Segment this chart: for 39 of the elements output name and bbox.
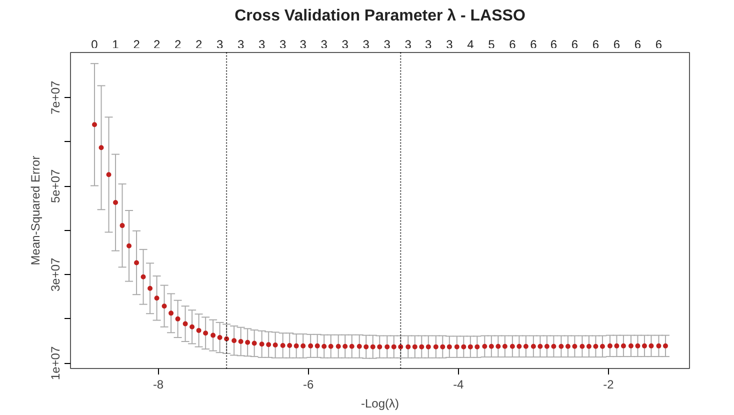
x-tick-label: -6 [303, 378, 314, 392]
chart-title: Cross Validation Parameter λ - LASSO [234, 8, 526, 24]
text: 6 [509, 37, 516, 52]
text: 2 [174, 37, 182, 52]
text: 6 [613, 37, 620, 52]
text: 3 [258, 37, 266, 52]
y-tick-label: 1e+07 [48, 346, 62, 380]
text: 6 [655, 37, 662, 52]
text: 5 [488, 37, 496, 52]
text: 2 [153, 37, 160, 52]
text: 3 [362, 37, 370, 52]
text: 3 [384, 37, 391, 52]
text: 1 [112, 37, 120, 52]
y-axis-title: Mean-Squared Error [28, 156, 42, 266]
text: 3 [446, 37, 454, 52]
text: 6 [550, 37, 558, 52]
text: 6 [571, 37, 578, 52]
text: 3 [342, 37, 349, 52]
x-tick-label: -8 [152, 378, 164, 392]
text: 3 [237, 37, 244, 52]
y-tick-label: 3e+07 [48, 257, 62, 292]
text: 3 [320, 37, 328, 52]
text: 0 [91, 37, 98, 52]
text: 3 [425, 37, 432, 52]
text: 3 [300, 37, 307, 52]
x-tick-label: -4 [453, 378, 464, 392]
text: 6 [592, 37, 600, 52]
text: 3 [404, 37, 412, 52]
x-tick-label: -2 [603, 378, 614, 392]
text: 2 [195, 37, 202, 52]
text: 2 [133, 37, 140, 52]
text: 6 [634, 37, 642, 52]
text: 4 [467, 37, 474, 52]
y-tick-label: 7e+07 [48, 80, 62, 114]
x-axis-title: -Log(λ) [360, 396, 400, 410]
text: 6 [530, 37, 538, 52]
text: 3 [280, 37, 286, 52]
text: 3 [216, 37, 224, 52]
y-tick-label: 5e+07 [48, 168, 62, 204]
